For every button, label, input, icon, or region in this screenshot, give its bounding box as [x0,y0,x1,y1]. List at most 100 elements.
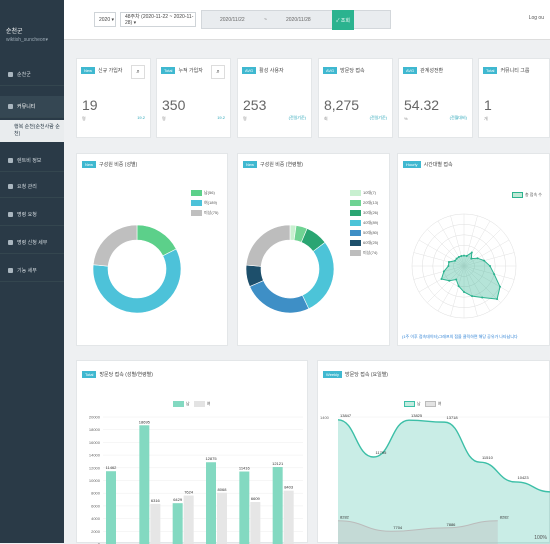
kpi-title-text: 방문당 접속 [340,68,364,74]
legend-item[interactable]: 50대(80) [350,228,378,238]
sidebar-item-community[interactable]: 커뮤니티 [0,96,64,118]
legend-item[interactable]: 미상(75) [191,208,218,218]
date-range: 2020/11/22 ~ 2020/11/28 [201,10,391,29]
search-icon[interactable]: ⌕ [131,65,145,79]
user-info[interactable]: 순천군 wiktish_suncheon▾ [6,28,48,44]
radar-point [454,260,456,262]
sidebar-item-command[interactable]: 명령 요청 [0,204,64,226]
kpi-tag: AVG [242,67,256,74]
bar [239,472,249,544]
kpi-title-text: 활성 사용자 [259,68,283,74]
donut-slice [246,225,290,266]
y-tick-label: 8000 [91,491,101,496]
legend-item[interactable]: 40대(89) [350,218,378,228]
legend-item[interactable]: 10대(7) [350,188,378,198]
sidebar-item-label: 렌트비 정보 [17,157,41,164]
gender-donut [77,154,229,347]
point-label: 11795 [376,450,388,455]
sidebar-item-home[interactable]: 순천군 [0,64,64,86]
kpi-tag: AVG [323,67,337,74]
gender-legend: 남(56) 여(189) 미상(75) [191,188,218,218]
sidebar-item-label: 명령 신청 세부 [17,239,47,246]
top-bar: 2020 ▾ 48주차 (2020-11-22 ~ 2020-11-28) ▾ … [64,0,550,40]
sidebar-subitem-active[interactable]: 행복 순천(순천사람 순천) [0,120,64,142]
bar-value-label: 11416 [239,466,251,471]
bar-value-label: 6429 [173,497,183,502]
kpi-value: 19 [82,97,98,113]
point-label: 7704 [393,525,403,530]
bar [206,462,216,544]
radar-series [441,252,500,299]
point-label: 8282 [340,515,350,520]
y-tick-label: 20000 [89,415,101,420]
legend-item[interactable]: 60대(25) [350,238,378,248]
legend-item[interactable]: 여(189) [191,198,218,208]
kpi-value: 54.32 [404,97,439,113]
radar-point [471,251,473,253]
bar-value-label: 6316 [151,498,161,503]
kpi-title-text: 관계성전환 [420,68,443,74]
legend-item[interactable]: 미상(74) [350,248,378,258]
kpi-unit: 회 [324,116,328,122]
sidebar-item-rent[interactable]: 렌트비 정보 [0,150,64,172]
kpi-footer: (전월대비) [450,115,467,121]
week-select[interactable]: 48주차 (2020-11-22 ~ 2020-11-28) ▾ [120,12,196,27]
year-select[interactable]: 2020 ▾ [94,12,116,27]
date-to-input[interactable]: 2020/11/28 [286,17,311,23]
y-tick-label: 1400 [320,415,330,420]
age-legend: 10대(7) 20대(13) 30대(26) 40대(89) 50대(80) 6… [350,188,378,258]
area-chart: 1400138471179513825137181151010423987182… [318,361,550,544]
radar-point [456,258,458,260]
search-icon[interactable]: ⌕ [211,65,225,79]
radar-point [466,255,468,257]
date-separator: ~ [264,17,267,23]
y-tick-label: 10000 [89,478,101,483]
logout-link[interactable]: Log ou [529,15,544,21]
date-from-input[interactable]: 2020/11/22 [220,17,245,23]
home-icon [8,72,13,77]
kpi-unit: 명 [243,116,247,122]
bar [106,471,116,544]
y-tick-label: 16000 [89,440,101,445]
donut-slice [137,225,176,256]
sidebar-item-requests[interactable]: 요청 관리 [0,176,64,198]
search-button[interactable]: ✓ 조회 [332,10,354,30]
donut-slice [93,225,137,266]
list-icon [8,184,13,189]
user-account[interactable]: wiktish_suncheon▾ [6,36,48,44]
bar-value-label: 12121 [272,461,284,466]
y-tick-label: 6000 [91,503,101,508]
bar-value-label: 12875 [205,456,217,461]
radar-point [460,255,462,257]
kpi-unit: 명 [82,116,86,122]
legend-item[interactable]: 20대(13) [350,198,378,208]
bar [150,504,160,544]
bar [250,502,260,544]
y-tick-label: 4000 [91,516,101,521]
bar [284,491,294,544]
sidebar-item-feature[interactable]: 기능 세부 [0,260,64,282]
point-label: 11510 [482,455,494,460]
radar-point [493,273,495,275]
kpi-footer: 19.2 [217,115,225,120]
legend-item[interactable]: 30대(26) [350,208,378,218]
legend-item[interactable]: 남(56) [191,188,218,198]
radar-point [463,255,465,257]
kpi-footer: (전일기준) [370,115,387,121]
bar [217,493,227,544]
bar-value-label: 11462 [106,465,118,470]
point-label: 13847 [340,413,352,418]
radar-point [455,279,457,281]
zoom-level[interactable]: 100% [534,535,547,541]
sidebar-item-command-detail[interactable]: 명령 신청 세부 [0,232,64,254]
radar-point [481,297,483,299]
donut-slice [302,242,334,308]
bar-value-label: 8403 [284,485,294,490]
edit-icon [8,212,13,217]
y-tick-label: 2000 [91,529,101,534]
